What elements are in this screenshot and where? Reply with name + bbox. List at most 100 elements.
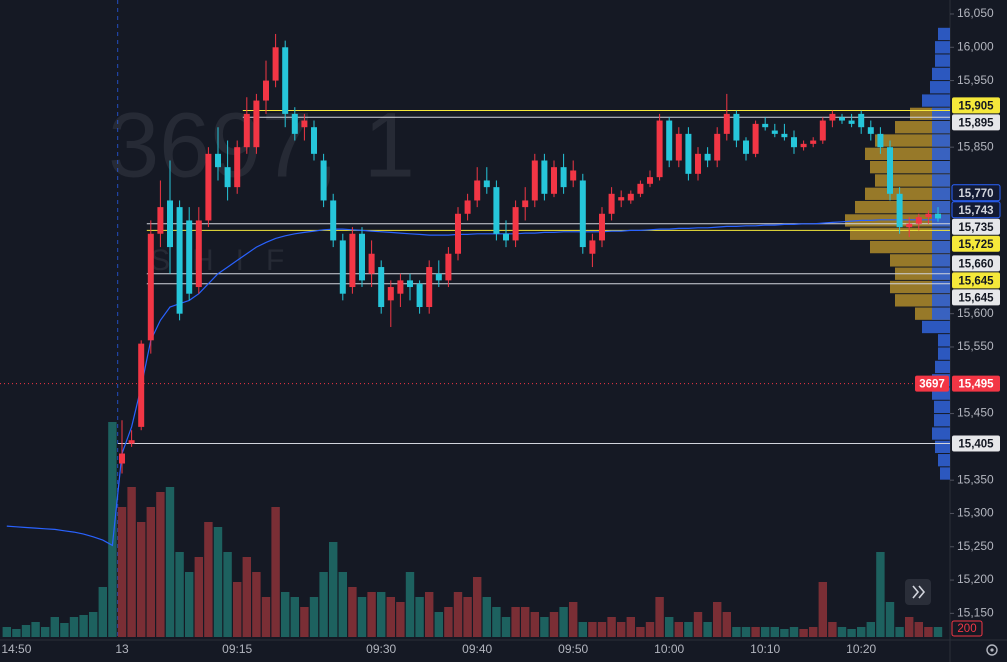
symbol-label: 3697 [919, 379, 945, 391]
volume-bar [876, 552, 885, 637]
volume-bar [722, 612, 731, 637]
volume-bar [21, 625, 31, 637]
candle-body [771, 130, 778, 134]
volume-profile-bar [932, 67, 950, 81]
price-label-box [952, 114, 1000, 131]
candle-body [762, 123, 769, 128]
volume-bar [357, 597, 367, 637]
volume-profile-bar [932, 107, 950, 121]
volume-bar [50, 617, 59, 637]
candle-body [176, 207, 183, 314]
volume-bar [415, 597, 424, 637]
scroll-button[interactable] [905, 579, 931, 605]
volume-profile-bar [922, 320, 950, 334]
candle-body [464, 200, 471, 214]
volume-bar [444, 607, 453, 637]
volume-profile-bar [875, 174, 950, 187]
y-tick-label: 15,350 [957, 472, 994, 486]
y-tick-label: 16,050 [957, 6, 994, 20]
volume-bar [847, 629, 856, 637]
x-tick-label: 10:20 [846, 642, 876, 656]
volume-bar [751, 627, 760, 637]
volume-bar [933, 627, 943, 637]
price-label: 15,725 [958, 239, 994, 251]
volume-bar [837, 627, 847, 637]
volume-bar [146, 507, 155, 637]
candle-body [848, 120, 855, 124]
volume-profile-bar [932, 240, 950, 254]
candle-body [541, 160, 548, 194]
volume-bar [405, 572, 415, 637]
volume-bar [300, 607, 309, 637]
price-label-box [951, 201, 1001, 219]
volume-bar [761, 627, 770, 637]
price-label: 15,660 [958, 258, 993, 270]
candle-body [119, 453, 125, 464]
candle-body [627, 193, 634, 201]
candle-body [435, 273, 442, 281]
volume-bar [665, 617, 674, 637]
volume-bar [818, 582, 827, 637]
volume-bar [319, 572, 328, 637]
candle-body [647, 177, 653, 184]
candle-body [397, 280, 404, 294]
volume-bar [12, 629, 21, 637]
candle-body [407, 280, 413, 288]
volume-bar [386, 597, 395, 637]
price-label-box [952, 97, 1000, 114]
candle-body [906, 223, 913, 228]
candle-body [867, 127, 874, 134]
volume-bar [348, 587, 357, 637]
candle-body [925, 213, 932, 218]
volume-bar [127, 487, 136, 637]
candle-body [608, 193, 615, 214]
x-tick-label: 09:40 [462, 642, 492, 656]
candle-body [426, 267, 433, 308]
volume-profile-bar [938, 334, 950, 347]
volume-bar [501, 617, 511, 637]
volume-bar [636, 627, 645, 637]
price-label-box [952, 435, 1000, 452]
volume-bar [156, 492, 165, 637]
volume-profile-bar [932, 227, 950, 240]
volume-profile-bar [932, 307, 950, 320]
volume-profile-bar [865, 187, 950, 200]
volume-bar [69, 617, 79, 637]
y-tick-label: 15,150 [957, 606, 994, 620]
volume-bar [223, 552, 232, 637]
volume-bar [799, 629, 808, 637]
candle-body [791, 137, 797, 148]
volume-bar [434, 612, 443, 637]
volume-bar [137, 522, 146, 637]
candle-body [685, 133, 692, 174]
volume-profile-bar [935, 54, 950, 67]
candle-body [752, 123, 759, 154]
volume-bar [165, 487, 175, 637]
candle-body [128, 440, 135, 444]
volume-profile-bar [932, 280, 950, 294]
volume-bar [866, 622, 875, 637]
volume-bar [559, 607, 568, 637]
x-tick-label: 09:30 [366, 642, 396, 656]
volume-label: 200 [957, 623, 976, 635]
candle-body [215, 153, 221, 168]
x-tick-label: 09:15 [222, 642, 252, 656]
candle-body [579, 180, 586, 248]
volume-bar [453, 592, 463, 637]
symbol-label-box [915, 375, 949, 392]
settings-button[interactable] [986, 644, 998, 656]
candle-body [695, 153, 701, 174]
x-tick-label: 09:50 [558, 642, 588, 656]
volume-bar [329, 542, 338, 637]
y-tick-label: 16,000 [957, 39, 994, 53]
candle-body [531, 160, 538, 201]
volume-bar [185, 572, 194, 637]
volume-bar [79, 615, 88, 637]
volume-bar [463, 597, 472, 637]
volume-bar [521, 607, 530, 637]
y-tick-label: 15,550 [957, 339, 994, 353]
volume-bar [607, 617, 616, 637]
volume-bar [713, 602, 722, 637]
candle-body [618, 197, 625, 201]
